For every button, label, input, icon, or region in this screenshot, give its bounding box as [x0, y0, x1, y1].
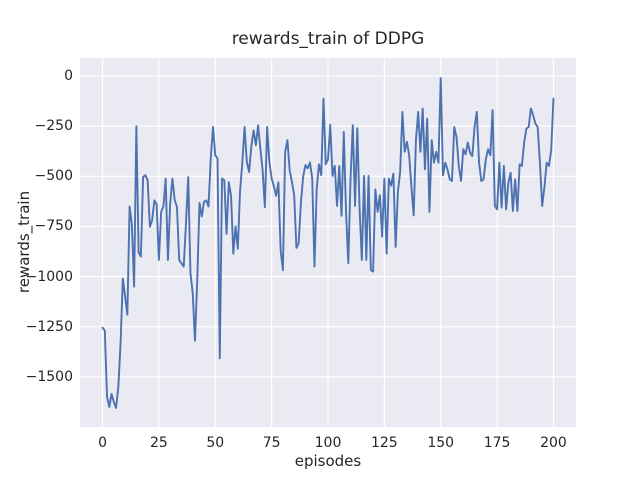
y-tick-label: −750 — [34, 218, 73, 235]
x-tick-label: 0 — [98, 435, 107, 451]
y-tick-label: −1250 — [25, 318, 73, 335]
x-tick-label: 25 — [149, 435, 168, 451]
x-tick-label: 125 — [370, 435, 398, 451]
grid-lines — [80, 58, 576, 427]
x-tick-label: 200 — [540, 435, 567, 451]
plot-area — [80, 58, 576, 427]
y-axis-label: rewards_train — [15, 190, 33, 294]
reward-line-group — [101, 77, 555, 409]
y-tick-label: −1500 — [25, 368, 73, 385]
reward-line — [101, 77, 555, 409]
y-tick-label: −1000 — [25, 268, 73, 285]
y-tick-label: −250 — [34, 118, 73, 135]
y-tick-label: 0 — [64, 68, 73, 85]
y-tick-label: −500 — [34, 168, 73, 185]
chart-canvas — [80, 58, 576, 427]
x-tick-label: 75 — [262, 435, 281, 451]
x-tick-label: 100 — [314, 435, 342, 451]
x-tick-label: 150 — [427, 435, 455, 451]
x-tick-label: 50 — [206, 435, 225, 451]
x-axis-label: episodes — [294, 452, 362, 470]
chart-title: rewards_train of DDPG — [231, 29, 425, 49]
x-tick-label: 175 — [483, 435, 511, 451]
